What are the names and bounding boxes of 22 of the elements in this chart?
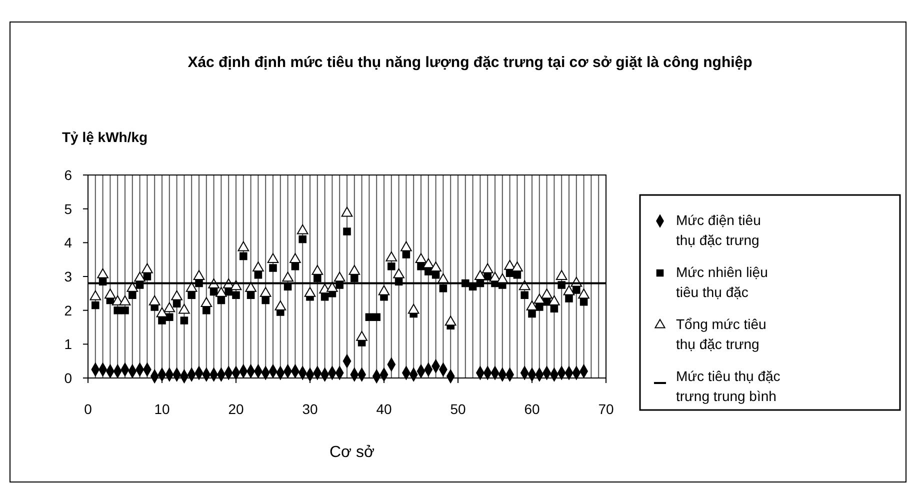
chart-title: Xác định định mức tiêu thụ năng lượng đặc trưng tại cơ sở giặt là công nghiệp: [188, 54, 752, 71]
x-tick-label: 10: [154, 401, 170, 417]
y-tick-label: 4: [64, 234, 72, 251]
y-tick-label: 6: [64, 167, 72, 183]
x-tick-label: 20: [228, 401, 244, 417]
legend-label: Mức nhiên liệu tiêu thụ đặc: [676, 264, 768, 300]
y-axis-title: Tỷ lệ kWh/kg: [62, 129, 148, 145]
y-tick-label: 1: [64, 336, 72, 352]
y-tick-label: 0: [64, 370, 72, 386]
y-tick-label: 3: [64, 268, 72, 284]
legend-label: Tổng mức tiêu thụ đặc trưng: [676, 316, 766, 352]
x-tick-label: 0: [84, 401, 92, 417]
legend-label: Mức tiêu thụ đặc trưng trung bình: [676, 368, 780, 404]
x-tick-label: 60: [524, 401, 540, 417]
x-tick-label: 50: [450, 401, 466, 417]
x-axis-title: Cơ sở: [330, 444, 375, 461]
y-tick-label: 2: [64, 302, 72, 318]
x-tick-label: 70: [598, 401, 614, 417]
legend-label: Mức điện tiêu thụ đặc trưng: [676, 212, 761, 248]
x-tick-label: 40: [376, 401, 392, 417]
y-tick-label: 5: [64, 200, 72, 217]
x-tick-label: 30: [302, 401, 318, 417]
